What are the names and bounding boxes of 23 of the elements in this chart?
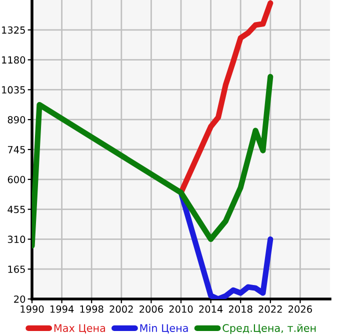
x-tick-label: 2014 <box>199 305 223 313</box>
x-tick-label: 1998 <box>80 305 104 313</box>
x-tick-label: 2022 <box>258 305 282 313</box>
y-tick-label: 745 <box>8 146 25 154</box>
x-tick-label: 2006 <box>140 305 163 313</box>
y-tick-label: 1180 <box>2 56 26 64</box>
y-tick-label: 165 <box>8 266 25 273</box>
y-tick-label: 20 <box>14 295 26 303</box>
y-tick-label: 1035 <box>2 86 25 94</box>
legend-label: Max Цена <box>54 324 106 334</box>
y-tick-label: 890 <box>8 116 26 124</box>
y-tick-label: 455 <box>8 206 25 214</box>
y-tick-label: 600 <box>8 176 26 184</box>
x-tick-label: 2018 <box>228 305 252 313</box>
x-tick-label: 2010 <box>169 305 193 313</box>
x-tick-label: 2002 <box>110 305 133 313</box>
legend-label: Min Цена <box>140 324 188 334</box>
x-tick-label: 1994 <box>50 305 74 313</box>
y-tick-label: 310 <box>8 236 26 244</box>
legend-label: Сред.Цена, т.йен <box>222 324 316 334</box>
x-tick-label: 1990 <box>20 305 44 313</box>
y-tick-label: 1325 <box>2 26 25 34</box>
x-tick-label: 2026 <box>288 305 312 313</box>
